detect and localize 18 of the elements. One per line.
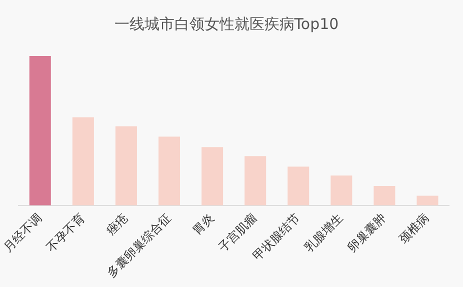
bar [416, 196, 438, 206]
bar [158, 136, 180, 206]
x-tick-label: 胃炎 [190, 210, 217, 238]
bar [330, 176, 352, 206]
bar [288, 166, 310, 206]
bar [202, 147, 224, 206]
x-tick-label: 颈椎病 [396, 210, 432, 246]
x-tick-label: 卵巢囊肿 [344, 210, 389, 255]
x-tick-label: 痤疮 [104, 210, 131, 238]
x-tick-label: 不孕不育 [44, 210, 88, 255]
bar [374, 186, 396, 206]
chart-title: 一线城市白领女性就医疾病Top10 [114, 14, 339, 33]
bar [29, 56, 51, 206]
bar [244, 156, 266, 206]
bar [72, 117, 94, 206]
x-tick-label: 乳腺增生 [302, 210, 346, 255]
bar [115, 126, 137, 206]
x-tick-label: 月经不调 [0, 210, 44, 255]
